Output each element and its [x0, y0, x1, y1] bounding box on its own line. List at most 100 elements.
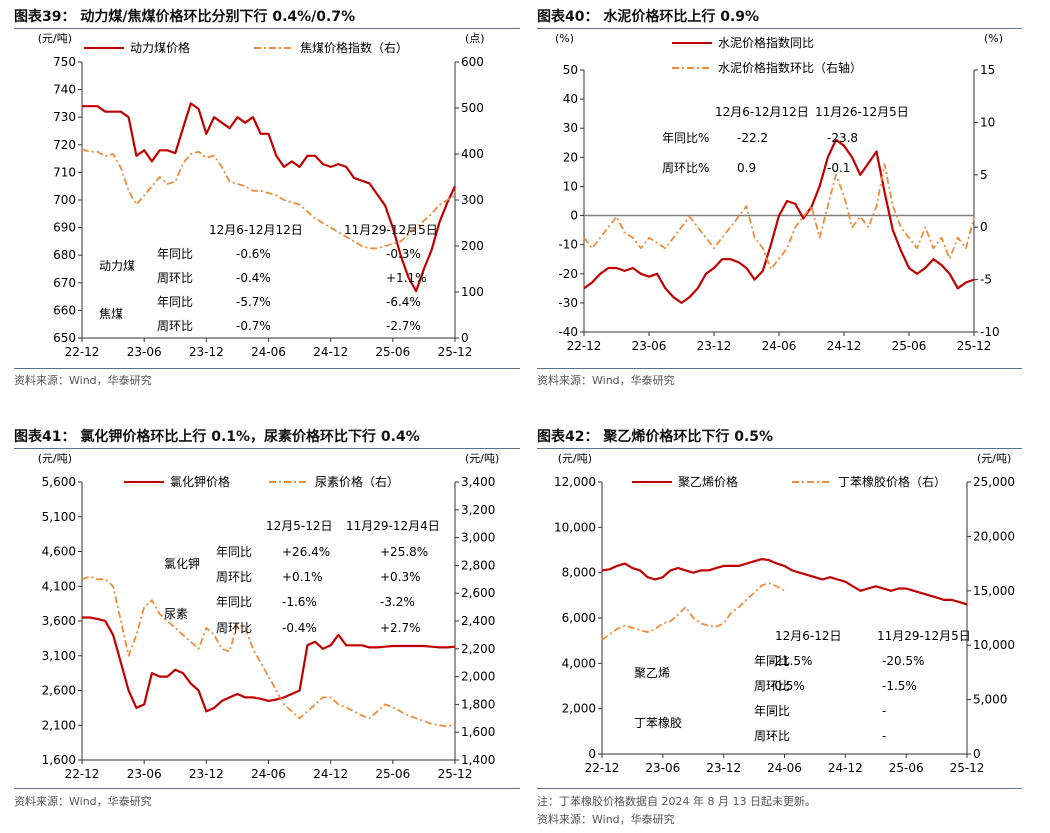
- left-tick-label: 0: [570, 209, 578, 223]
- x-tick-label: 23-12: [189, 767, 224, 781]
- table-value-current: -5.7%: [236, 295, 271, 309]
- x-tick-label: 23-12: [706, 761, 741, 775]
- table-value-previous: +1.1%: [386, 271, 427, 285]
- legend-label: 水泥价格指数同比: [718, 35, 814, 50]
- series-line-primary: [583, 138, 975, 304]
- left-tick-label: 680: [53, 248, 76, 262]
- left-tick-label: 5,100: [42, 510, 76, 524]
- x-tick-label: 23-12: [189, 345, 224, 359]
- right-unit-label: (点): [465, 32, 485, 45]
- table-value-previous: -3.2%: [380, 595, 415, 609]
- left-tick-label: 30: [563, 121, 578, 135]
- table-group-label: 氯化钾: [164, 557, 200, 571]
- right-tick-label: 10: [980, 115, 995, 129]
- note-text: 注：丁苯橡胶价格数据自 2024 年 8 月 13 日起未更新。: [537, 795, 816, 808]
- legend-label: 丁苯橡胶价格（右）: [838, 474, 946, 489]
- left-tick-label: 10,000: [554, 520, 596, 534]
- source-rule: [14, 368, 520, 369]
- chart-polyethylene: (元/吨) (元/吨) 12,000 10,000 8,000 6,000 4,000 2,0…: [554, 452, 1015, 775]
- left-unit-label: (元/吨): [558, 452, 592, 465]
- table-header: 11月29-12月5日: [344, 223, 438, 237]
- table-value-previous: +0.3%: [380, 570, 421, 584]
- x-tick-label: 24-06: [251, 345, 286, 359]
- table-value-current: -22.2: [737, 131, 768, 145]
- table-value-previous: +2.7%: [380, 621, 421, 635]
- title-rule: [537, 448, 1022, 449]
- left-tick-label: 650: [53, 331, 76, 345]
- x-tick-label: 23-06: [645, 761, 680, 775]
- table-value-current: 0.9: [737, 161, 756, 175]
- left-tick-label: 4,000: [562, 656, 596, 670]
- series-line-primary: [82, 616, 456, 713]
- right-tick-label: 15: [980, 63, 995, 77]
- table-header: 12月6-12月12日: [209, 223, 303, 237]
- table-header: 11月29-12月5日: [877, 629, 971, 643]
- panel-title: 图表39： 动力煤/焦煤价格环比分别下行 0.4%/0.7%: [14, 9, 356, 25]
- x-tick-label: 24-06: [767, 761, 802, 775]
- x-tick-label: 24-06: [251, 767, 286, 781]
- x-tick-label: 24-12: [313, 767, 348, 781]
- panel-cement: 图表40： 水泥价格环比上行 0.9% (%) (%) 50 40 30 20 10 0 -10…: [537, 0, 1047, 400]
- right-unit-label: (%): [984, 32, 1003, 45]
- left-tick-label: 50: [563, 63, 578, 77]
- table-value-current: -21.5%: [770, 654, 812, 668]
- chart-fertilizer: (元/吨) (元/吨) 5,600 5,100 4,600 4,100 3,600 3,100…: [38, 452, 500, 781]
- x-tick-label: 25-12: [957, 339, 992, 353]
- table-value-current: -: [770, 729, 774, 743]
- left-tick-label: 40: [563, 92, 578, 106]
- panel-fertilizer: 图表41： 氯化钾价格环比上行 0.1%，尿素价格环比下行 0.4% (元/吨)…: [14, 418, 524, 828]
- left-tick-label: 730: [53, 110, 76, 124]
- right-tick-label: 200: [461, 239, 484, 253]
- table-row-label: 年同比: [216, 545, 252, 559]
- right-tick-label: 600: [461, 55, 484, 69]
- legend-label: 水泥价格指数环比（右轴）: [718, 60, 862, 75]
- right-unit-label: (元/吨): [977, 452, 1011, 465]
- right-unit-label: (元/吨): [465, 452, 499, 465]
- x-tick-label: 25-12: [438, 345, 473, 359]
- table-value-current: -1.6%: [282, 595, 317, 609]
- left-tick-label: 3,100: [42, 649, 76, 663]
- right-tick-label: 5,000: [973, 693, 1007, 707]
- right-tick-label: 300: [461, 193, 484, 207]
- x-tick-label: 24-06: [762, 339, 797, 353]
- table-row-label: 年同比: [157, 247, 193, 261]
- right-tick-label: 1,400: [461, 753, 495, 767]
- table-value-previous: -: [882, 729, 886, 743]
- right-tick-label: 3,000: [461, 531, 495, 545]
- left-tick-label: 700: [53, 193, 76, 207]
- table-value-previous: -6.4%: [386, 295, 421, 309]
- right-tick-label: 25,000: [973, 475, 1015, 489]
- table-value-previous: -23.8: [827, 131, 858, 145]
- table-value-current: -0.5%: [770, 679, 805, 693]
- left-tick-label: 2,600: [42, 684, 76, 698]
- right-tick-label: -5: [980, 273, 992, 287]
- right-tick-label: 15,000: [973, 584, 1015, 598]
- legend-label: 氯化钾价格: [170, 474, 230, 489]
- table-header: 12月6-12月12日: [715, 105, 809, 119]
- table-row-label: 年同比: [754, 704, 790, 718]
- source-text: 资料来源：Wind，华泰研究: [14, 374, 152, 387]
- table-value-previous: -: [882, 704, 886, 718]
- x-tick-label: 25-12: [438, 767, 473, 781]
- legend-label: 焦煤价格指数（右）: [300, 40, 408, 55]
- title-rule: [14, 448, 520, 449]
- table-value-current: +0.1%: [282, 570, 323, 584]
- legend-label: 聚乙烯价格: [678, 474, 738, 489]
- table-value-current: +26.4%: [282, 545, 330, 559]
- left-tick-label: 6,000: [562, 611, 596, 625]
- table-row-label: 周环比: [157, 319, 193, 333]
- x-tick-label: 22-12: [65, 345, 100, 359]
- left-tick-label: -20: [558, 267, 578, 281]
- source-text: 资料来源：Wind，华泰研究: [537, 813, 675, 826]
- right-tick-label: 500: [461, 101, 484, 115]
- x-tick-label: 25-06: [375, 767, 410, 781]
- table-group-label: 丁苯橡胶: [634, 715, 682, 730]
- x-tick-label: 22-12: [567, 339, 602, 353]
- right-tick-label: 10,000: [973, 638, 1015, 652]
- right-tick-label: 400: [461, 147, 484, 161]
- right-tick-label: -10: [980, 325, 1000, 339]
- table-row-label: 年同比%: [662, 131, 709, 145]
- panel-coal: 图表39： 动力煤/焦煤价格环比分别下行 0.4%/0.7% (元/吨) (点) 7…: [14, 0, 524, 400]
- panel-polyethylene: 图表42： 聚乙烯价格环比下行 0.5% (元/吨) (元/吨) 12,000 10,…: [537, 418, 1047, 828]
- right-tick-label: 0: [973, 747, 981, 761]
